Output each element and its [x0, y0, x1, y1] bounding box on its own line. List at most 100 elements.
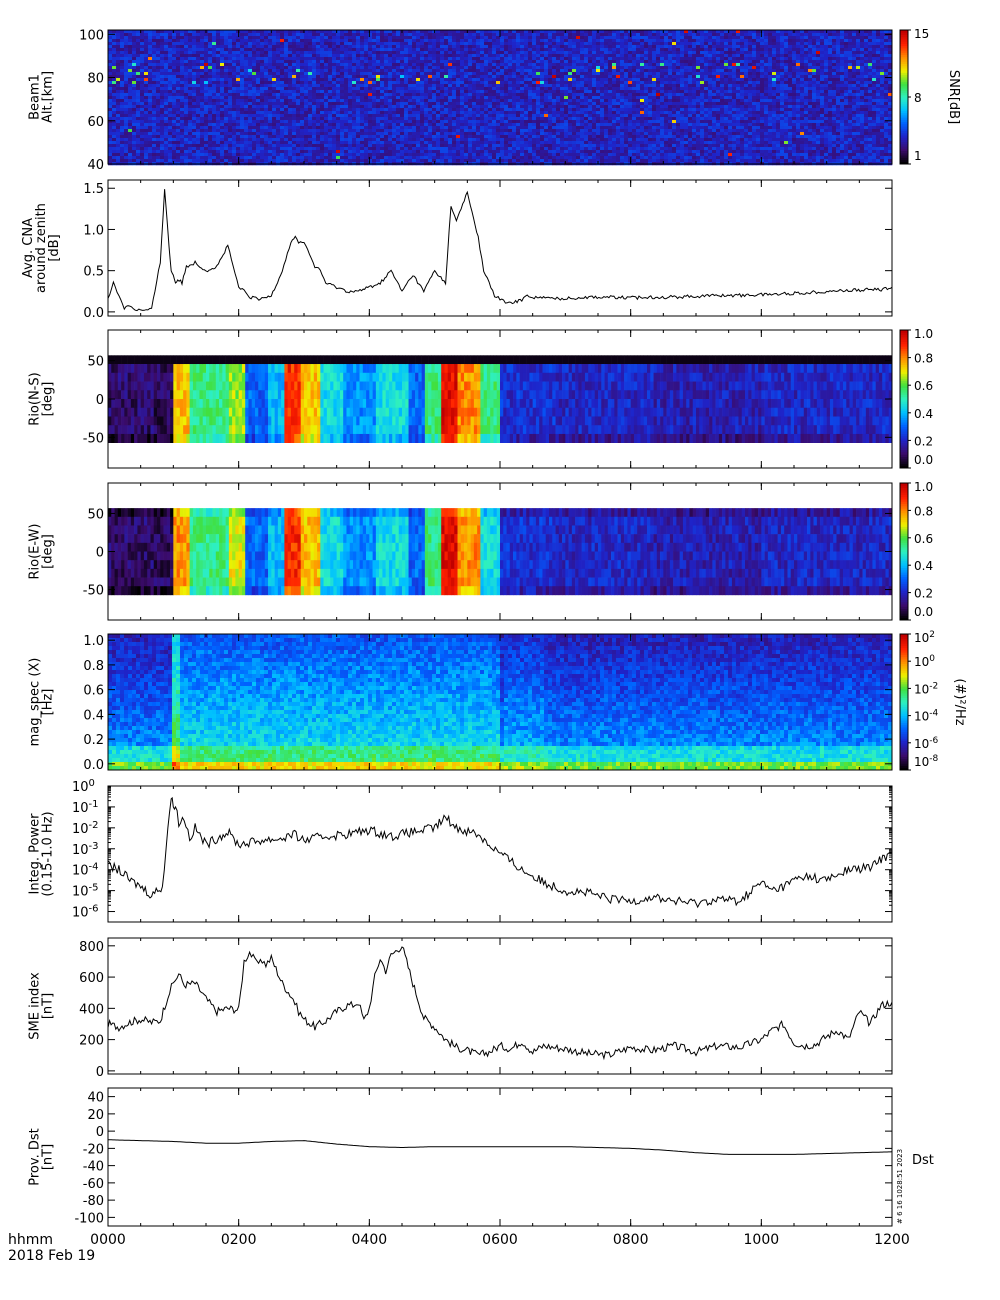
beam1-snr-cell [264, 63, 268, 66]
beam1-snr-cell [268, 102, 272, 105]
beam1-snr-cell [384, 96, 388, 99]
beam1-snr-cell [532, 42, 536, 45]
beam1-snr-cell [480, 48, 484, 51]
beam1-snr-cell [512, 33, 516, 36]
beam1-snr-cell [180, 114, 184, 117]
beam1-snr-cell [192, 69, 196, 72]
beam1-snr-cell [524, 72, 528, 75]
beam1-snr-cell [180, 54, 184, 57]
beam1-snr-cell [484, 147, 488, 150]
beam1-snr-cell [380, 66, 384, 69]
beam1-snr-cell [308, 93, 312, 96]
beam1-snr-cell [176, 120, 180, 123]
beam1-snr-cell [200, 141, 204, 144]
beam1-snr-cell [304, 93, 308, 96]
beam1-snr-cell [140, 60, 144, 63]
beam1-snr-cell [168, 39, 172, 42]
beam1-snr-cell [500, 84, 504, 87]
beam1-snr-cell [300, 132, 304, 135]
beam1-snr-cell [352, 132, 356, 135]
beam1-snr-cell [356, 135, 360, 138]
beam1-snr-cell [460, 138, 464, 141]
beam1-snr-cell [424, 60, 428, 63]
beam1-snr-cell [444, 132, 448, 135]
beam1-snr-cell [356, 69, 360, 72]
beam1-snr-cell [132, 45, 136, 48]
beam1-snr-cell [112, 54, 116, 57]
beam1-snr-cell [460, 81, 464, 84]
beam1-snr-cell [144, 150, 148, 153]
beam1-snr-cell [548, 129, 552, 132]
beam1-snr-cell [184, 72, 188, 75]
beam1-snr-cell [284, 51, 288, 54]
beam1-snr-cell [124, 138, 128, 141]
beam1-snr-cell [180, 78, 184, 81]
beam1-snr-cell [444, 126, 448, 129]
beam1-snr-cell [268, 111, 272, 114]
beam1-snr-cell [312, 102, 316, 105]
beam1-snr-cell [380, 96, 384, 99]
beam1-snr-cell [160, 87, 164, 90]
beam1-snr-cell [392, 159, 396, 162]
beam1-snr-cell [432, 36, 436, 39]
beam1-snr-cell [220, 156, 224, 159]
beam1-snr-cell [524, 129, 528, 132]
beam1-snr-cell [520, 36, 524, 39]
beam1-snr-cell [360, 111, 364, 114]
beam1-snr-cell [348, 144, 352, 147]
beam1-snr-cell [212, 135, 216, 138]
beam1-snr-cell [260, 147, 264, 150]
beam1-snr-cell [508, 111, 512, 114]
beam1-snr-cell [300, 90, 304, 93]
beam1-snr-cell [340, 66, 344, 69]
beam1-snr-cell [148, 63, 152, 66]
beam1-snr-cell [192, 138, 196, 141]
beam1-snr-cell [360, 93, 364, 96]
beam1-snr-cell [468, 33, 472, 36]
beam1-snr-cell [172, 135, 176, 138]
beam1-snr-cell [392, 117, 396, 120]
beam1-snr-cell [432, 99, 436, 102]
beam1-snr-cell [348, 69, 352, 72]
beam1-snr-cell [432, 135, 436, 138]
beam1-snr-cell [308, 117, 312, 120]
beam1-snr-cell [312, 75, 316, 78]
beam1-snr-cell [352, 75, 356, 78]
beam1-snr-cell [244, 102, 248, 105]
beam1-snr-cell [120, 132, 124, 135]
beam1-snr-cell [340, 99, 344, 102]
beam1-snr-cell [496, 78, 500, 81]
beam1-snr-cell [320, 69, 324, 72]
beam1-snr-cell [264, 66, 268, 69]
beam1-snr-cell [132, 51, 136, 54]
beam1-snr-cell [380, 72, 384, 75]
beam1-snr-cell [292, 75, 296, 78]
beam1-snr-cell [148, 45, 152, 48]
beam1-snr-cell [152, 96, 156, 99]
beam1-snr-cell [292, 90, 296, 93]
beam1-snr-cell [420, 135, 424, 138]
beam1-snr-cell [372, 114, 376, 117]
beam1-snr-cell [236, 81, 240, 84]
beam1-snr-cell [376, 69, 380, 72]
beam1-snr-cell [352, 60, 356, 63]
beam1-snr-cell [124, 45, 128, 48]
beam1-snr-cell [188, 63, 192, 66]
beam1-snr-cell [128, 126, 132, 129]
beam1-snr-cell [440, 156, 444, 159]
beam1-snr-cell [360, 51, 364, 54]
beam1-snr-cell [236, 54, 240, 57]
beam1-snr-cell [288, 105, 292, 108]
beam1-snr-cell [420, 138, 424, 141]
beam1-snr-cell [200, 81, 204, 84]
beam1-snr-cell [448, 129, 452, 132]
beam1-snr-cell [264, 42, 268, 45]
beam1-snr-cell [404, 123, 408, 126]
beam1-snr-cell [388, 36, 392, 39]
beam1-snr-cell [156, 81, 160, 84]
beam1-snr-cell [212, 90, 216, 93]
beam1-snr-cell [280, 150, 284, 153]
beam1-snr-cell [288, 147, 292, 150]
beam1-snr-cell [536, 69, 540, 72]
beam1-snr-cell [428, 96, 432, 99]
